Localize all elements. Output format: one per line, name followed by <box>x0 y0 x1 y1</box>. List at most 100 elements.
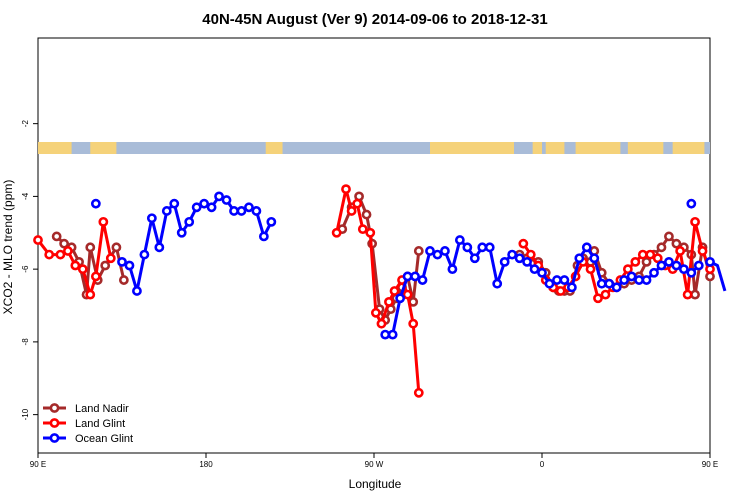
data-point <box>384 296 394 307</box>
data-point <box>118 275 129 285</box>
data-point <box>492 278 503 289</box>
series-layer <box>33 184 727 398</box>
data-point <box>678 264 689 275</box>
x-tick-label: 90 E <box>30 460 46 469</box>
y-tick-label: -6 <box>21 265 30 273</box>
data-point <box>462 242 473 253</box>
data-point <box>365 227 376 238</box>
data-point <box>641 275 652 285</box>
x-axis: 90 E 180 90 W 0 90 E <box>30 453 718 469</box>
data-point <box>111 242 122 253</box>
data-point <box>77 264 88 275</box>
data-point <box>440 246 450 256</box>
y-axis: -2 -4 -6 -8 -10 <box>21 120 38 420</box>
data-point <box>417 275 428 285</box>
data-point <box>507 249 518 260</box>
data-point <box>645 249 656 260</box>
data-point <box>664 231 674 242</box>
data-point <box>258 231 269 242</box>
data-point <box>611 282 622 293</box>
land-strip-segment <box>38 142 72 154</box>
data-point <box>117 256 127 267</box>
data-point <box>62 246 73 256</box>
x-axis-label: Longitude <box>349 477 402 491</box>
data-point <box>585 264 596 275</box>
data-point <box>389 286 400 296</box>
data-point <box>552 275 562 285</box>
land-strip-segment <box>430 142 514 154</box>
data-point <box>619 275 630 285</box>
land-strip-segment <box>90 142 117 154</box>
data-point <box>395 293 406 304</box>
data-point <box>529 264 540 275</box>
x-tick-label: 90 W <box>365 460 384 469</box>
data-point <box>432 249 443 260</box>
data-point <box>59 238 70 249</box>
data-point <box>169 198 180 209</box>
y-tick-label: -4 <box>21 192 30 200</box>
land-strip-segment <box>545 142 565 154</box>
series-ocean-glint <box>90 191 727 340</box>
data-point <box>221 195 232 205</box>
data-point <box>70 260 81 271</box>
data-point <box>408 318 419 329</box>
data-point <box>682 289 693 300</box>
data-point <box>690 216 700 227</box>
y-tick-label: -10 <box>21 408 30 420</box>
data-point <box>518 238 529 249</box>
y-axis-label: XCO2 - MLO trend (ppm) <box>1 180 15 315</box>
land-strip-segment <box>627 142 664 154</box>
land-strip-segment <box>532 142 542 154</box>
data-point <box>44 249 55 260</box>
data-point <box>361 209 372 220</box>
data-point <box>380 329 391 340</box>
data-point <box>589 253 600 264</box>
land-strip-segment <box>265 142 283 154</box>
data-point <box>105 253 116 264</box>
data-point <box>555 286 566 296</box>
data-point <box>634 275 644 285</box>
y-tick-label: -8 <box>21 338 30 346</box>
data-point <box>686 267 697 278</box>
data-point <box>251 206 262 216</box>
data-point <box>90 198 101 209</box>
legend-marker <box>49 418 60 428</box>
data-point <box>484 242 495 253</box>
legend-marker <box>49 403 60 413</box>
data-point <box>85 289 96 300</box>
data-point <box>697 246 708 256</box>
data-point <box>425 246 435 256</box>
data-point <box>514 253 525 264</box>
x-tick-label: 180 <box>199 460 213 469</box>
legend: Land Nadir Land Glint Ocean Glint <box>43 403 133 445</box>
chart-title: 40N-45N August (Ver 9) 2014-09-06 to 201… <box>202 11 547 28</box>
data-point <box>229 206 239 216</box>
data-point <box>469 253 480 264</box>
data-point <box>370 307 381 318</box>
legend-label: Land Glint <box>75 418 125 430</box>
data-point <box>90 271 101 282</box>
data-point <box>705 256 715 267</box>
data-point <box>596 278 607 289</box>
data-point <box>376 318 387 329</box>
y-tick-label: -2 <box>21 120 30 128</box>
data-point <box>346 206 357 216</box>
data-point <box>525 249 536 260</box>
data-point <box>244 202 254 213</box>
data-point <box>690 289 700 300</box>
data-point <box>266 216 277 227</box>
data-point <box>124 260 135 271</box>
data-point <box>574 253 585 264</box>
data-point <box>357 224 368 235</box>
land-sea-bar <box>38 142 710 154</box>
data-point <box>214 191 224 202</box>
data-point <box>341 184 351 195</box>
x-tick-label: 0 <box>540 460 545 469</box>
data-point <box>402 289 413 300</box>
data-point <box>55 249 66 260</box>
data-point <box>664 256 674 267</box>
data-point <box>33 235 43 245</box>
data-point <box>331 227 342 238</box>
data-point <box>410 271 420 282</box>
